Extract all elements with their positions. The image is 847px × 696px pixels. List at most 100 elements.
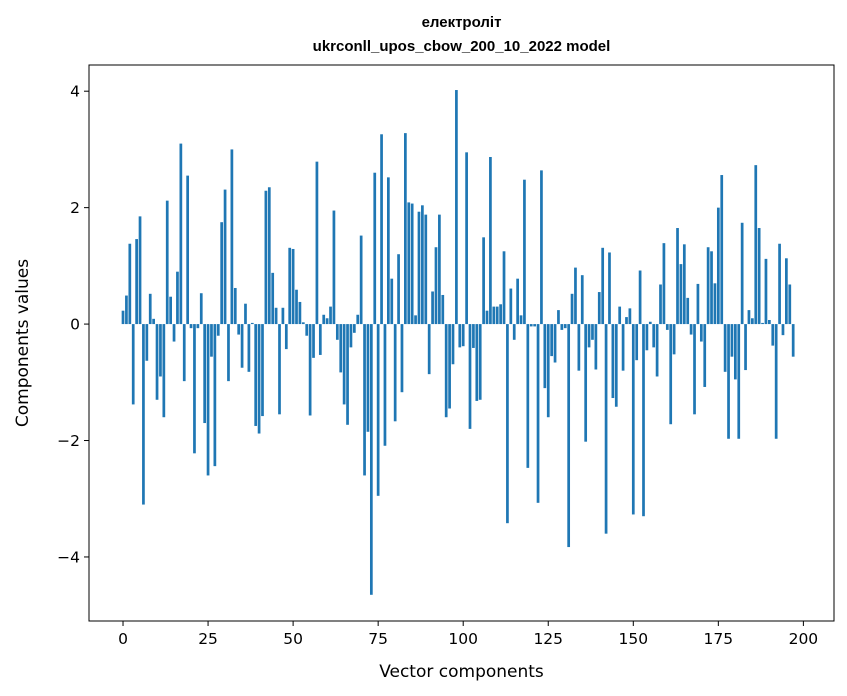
bar (560, 324, 564, 330)
bar (142, 324, 145, 505)
bar (723, 324, 727, 372)
bar (427, 324, 431, 375)
bar (625, 317, 628, 325)
bar (369, 324, 373, 595)
bar (648, 321, 652, 325)
bar (356, 314, 360, 325)
bar (220, 222, 224, 325)
x-tick-label: 175 (704, 630, 734, 648)
bar (152, 318, 155, 325)
bar (125, 295, 128, 325)
bar (570, 293, 574, 325)
bar (618, 306, 622, 325)
bar (492, 306, 496, 325)
bar (519, 315, 523, 325)
bar (747, 310, 751, 325)
bar (342, 324, 346, 405)
bar (434, 247, 438, 325)
bar (601, 247, 605, 325)
bar (121, 310, 125, 325)
bar (244, 303, 247, 325)
bar (645, 324, 649, 351)
bar (284, 324, 288, 350)
y-tick-label: −2 (57, 432, 80, 450)
bar (771, 324, 775, 346)
bar (608, 252, 611, 325)
bar (240, 324, 244, 368)
bar (206, 324, 210, 476)
bar (682, 244, 686, 325)
bar (526, 324, 530, 468)
bar (482, 237, 485, 325)
x-tick-label: 0 (118, 630, 128, 648)
bar (295, 289, 298, 325)
bar (597, 292, 601, 325)
bar (611, 324, 615, 399)
bar (291, 248, 295, 325)
bar (305, 324, 309, 336)
x-axis-ticks: 0 25 50 75 100 125 150 175 200 (118, 621, 818, 648)
bar (594, 324, 598, 370)
bar (509, 288, 513, 325)
bar (703, 324, 707, 387)
bar (499, 304, 502, 325)
bar (414, 315, 417, 325)
y-axis-ticks: −4 −2 0 2 4 (57, 83, 89, 566)
x-tick-label: 100 (448, 630, 478, 648)
bar (271, 272, 275, 325)
bar (550, 324, 554, 357)
bar (591, 324, 594, 340)
bar (223, 189, 227, 325)
bar (193, 324, 196, 454)
bar (261, 324, 264, 417)
bar (162, 324, 166, 418)
bar (563, 324, 567, 329)
bar (580, 275, 584, 325)
bar (543, 324, 547, 389)
bar (383, 324, 387, 446)
bar (148, 293, 152, 325)
bar (475, 324, 479, 401)
chart-subtitle: ukrconll_upos_cbow_200_10_2022 model (313, 38, 611, 55)
bar (635, 324, 639, 361)
bar (278, 324, 281, 415)
bar (788, 284, 792, 325)
y-tick-label: 4 (70, 83, 80, 101)
bar (727, 324, 730, 439)
bar (179, 143, 183, 325)
bar (696, 283, 700, 325)
bar (444, 324, 448, 418)
bar (312, 324, 315, 358)
bar (689, 324, 693, 335)
bar (774, 324, 778, 439)
bar (710, 251, 713, 325)
bar (373, 172, 377, 325)
bar (628, 308, 632, 325)
bar (621, 324, 625, 371)
bar (288, 247, 292, 325)
bar (257, 324, 261, 434)
bar (536, 324, 540, 503)
x-tick-label: 125 (533, 630, 563, 648)
bar (417, 211, 421, 325)
bar (642, 324, 645, 517)
bar (352, 324, 356, 333)
bar (516, 278, 519, 325)
bar (254, 324, 258, 426)
bar (128, 243, 132, 325)
bar (533, 324, 536, 327)
bar (376, 324, 380, 496)
bar (733, 324, 737, 380)
bar (465, 152, 468, 325)
bar (679, 264, 683, 325)
bar (529, 324, 533, 327)
bar (754, 165, 758, 325)
bar (325, 318, 329, 325)
x-axis-label: Vector components (379, 662, 544, 682)
bar (196, 324, 200, 329)
x-tick-label: 75 (368, 630, 388, 648)
bar (706, 247, 710, 325)
bar (424, 214, 428, 325)
bar (346, 324, 349, 425)
bar (478, 324, 482, 400)
